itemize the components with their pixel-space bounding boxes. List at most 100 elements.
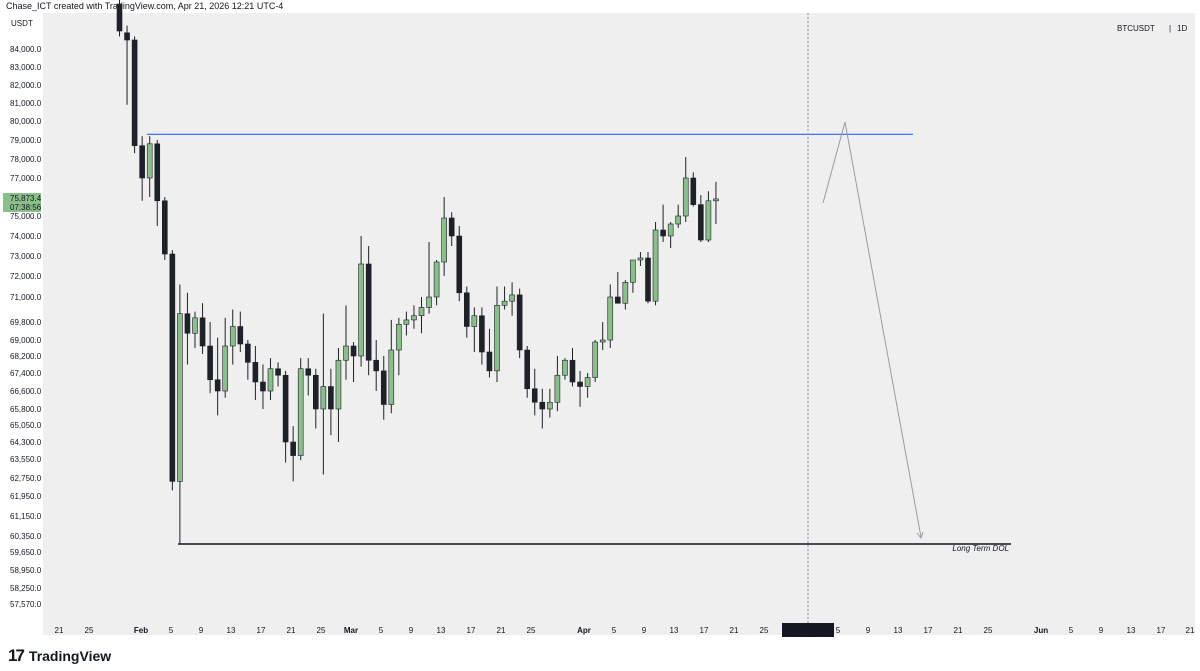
candle-body xyxy=(456,235,463,294)
time-tick: 21 xyxy=(1186,626,1195,635)
candle-body xyxy=(448,217,455,237)
projection-path xyxy=(822,121,922,538)
candle-body xyxy=(463,292,470,327)
time-tick: 25 xyxy=(527,626,536,635)
price-tick: 77,000.0 xyxy=(10,174,42,183)
candle-body xyxy=(245,343,251,363)
candle-body xyxy=(614,296,621,304)
price-tick: 72,000.0 xyxy=(10,272,42,281)
time-tick: 13 xyxy=(1127,626,1136,635)
price-tick: 73,000.0 xyxy=(10,252,42,261)
footer: 17 TradingView xyxy=(8,646,111,666)
time-tick: 21 xyxy=(954,626,963,635)
candle-body xyxy=(116,3,123,32)
plot-background xyxy=(43,13,1195,635)
candle-body xyxy=(630,259,636,283)
candle-body xyxy=(660,229,666,237)
candle-body xyxy=(252,362,259,383)
candle-body xyxy=(139,145,145,179)
price-tick: 81,000.0 xyxy=(10,99,42,108)
price-tick: 62,750.0 xyxy=(10,474,42,483)
price-tick: 69,800.0 xyxy=(10,318,42,327)
candle-body xyxy=(433,261,440,298)
long-term-dol-label: Long Term DOL xyxy=(952,544,1009,553)
price-axis[interactable]: 84,000.0 83,000.0 82,000.0 81,000.0 80,000.0… xyxy=(10,45,42,609)
candle-body xyxy=(267,368,274,392)
candle-body xyxy=(358,263,364,357)
candle-body xyxy=(396,323,402,351)
time-tick: Apr xyxy=(577,626,591,635)
time-tick: 25 xyxy=(984,626,993,635)
candle-body xyxy=(554,374,561,403)
candle-body xyxy=(260,381,266,392)
time-tick: 9 xyxy=(199,626,204,635)
candle-body xyxy=(547,401,553,410)
price-badge-price: 75,873.4 xyxy=(10,194,42,203)
candle-body xyxy=(607,296,614,341)
time-tick: 17 xyxy=(924,626,933,635)
candle-body xyxy=(275,368,281,376)
candle-body xyxy=(509,294,515,302)
candle-body xyxy=(192,317,198,334)
candle-body xyxy=(569,359,576,383)
symbol-separator: | xyxy=(1169,24,1171,33)
time-tick: 5 xyxy=(836,626,841,635)
time-tick: 9 xyxy=(642,626,647,635)
time-tick: 13 xyxy=(437,626,446,635)
candle-body xyxy=(146,143,153,179)
price-tick: 79,000.0 xyxy=(10,136,42,145)
time-tick: Jun xyxy=(1034,626,1048,635)
time-tick: Mar xyxy=(344,626,358,635)
time-tick: 13 xyxy=(894,626,903,635)
candle-body xyxy=(380,370,387,405)
candle-body xyxy=(599,339,606,343)
time-tick: 9 xyxy=(1099,626,1104,635)
time-tick: 17 xyxy=(467,626,476,635)
price-tick: 67,400.0 xyxy=(10,369,42,378)
candle-body xyxy=(418,307,425,317)
candle-body xyxy=(290,441,296,456)
time-axis[interactable]: 21 25 Feb 5 9 13 17 21 25 Mar 5 9 13 17 21 25 Apr 5 9 13 17 2… xyxy=(55,623,1195,637)
price-badge xyxy=(3,193,41,212)
price-badge-countdown: 07:38:56 xyxy=(10,203,42,212)
candle-body xyxy=(713,198,719,202)
candle-body xyxy=(388,349,395,405)
candle-body xyxy=(169,253,176,482)
candle-body xyxy=(214,379,221,392)
candle-body xyxy=(343,345,349,361)
candle-body xyxy=(524,349,531,390)
time-tick: 5 xyxy=(379,626,384,635)
price-tick: 84,000.0 xyxy=(10,45,42,54)
time-tick: 9 xyxy=(866,626,871,635)
candle-body xyxy=(584,377,591,387)
candle-body xyxy=(622,281,629,304)
candle-body xyxy=(645,257,651,302)
candle-body xyxy=(531,388,538,403)
candle-body xyxy=(335,359,342,410)
time-tick: 5 xyxy=(1069,626,1074,635)
price-tick: 80,000.0 xyxy=(10,117,42,126)
chart-credit: Chase_ICT created with TradingView.com, … xyxy=(6,1,284,11)
candle-body xyxy=(162,200,168,255)
drawings: Long Term DOL xyxy=(147,13,1011,623)
tradingview-logo-icon: 17 xyxy=(8,646,25,665)
candle-body xyxy=(698,204,704,241)
price-tick: 61,150.0 xyxy=(10,512,42,521)
candle-body xyxy=(373,359,380,372)
price-tick: 69,000.0 xyxy=(10,336,42,345)
candle-body xyxy=(365,263,372,361)
candle-body xyxy=(479,315,485,353)
candle-body xyxy=(312,374,319,410)
price-tick: 58,250.0 xyxy=(10,584,42,593)
time-tick: 21 xyxy=(497,626,506,635)
candle-body xyxy=(501,300,508,306)
candles xyxy=(116,0,719,544)
time-tick: 17 xyxy=(700,626,709,635)
time-tick: 21 xyxy=(287,626,296,635)
price-tick: 57,570.0 xyxy=(10,600,42,609)
candle-body xyxy=(471,315,478,327)
candle-body xyxy=(592,341,598,378)
price-tick: 64,300.0 xyxy=(10,438,42,447)
price-tick: 61,950.0 xyxy=(10,492,42,501)
